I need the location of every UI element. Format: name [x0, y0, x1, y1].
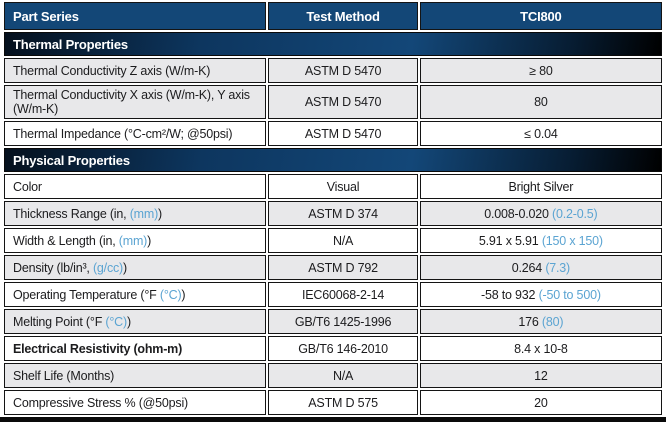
property-cell: Compressive Stress % (@50psi) [4, 390, 267, 415]
col-header-product: TCI800 [419, 2, 662, 30]
method-cell: ASTM D 575 [268, 390, 418, 415]
property-cell: Shelf Life (Months) [4, 363, 267, 388]
method-cell: N/A [268, 363, 418, 388]
table-row: Compressive Stress % (@50psi) ASTM D 575… [4, 390, 662, 415]
value-cell: -58 to 932 (-50 to 500) [419, 282, 662, 307]
value-cell: 176 (80) [419, 309, 662, 334]
method-cell: ASTM D 5470 [268, 58, 418, 83]
table-row: Thermal Conductivity X axis (W/m-K), Y a… [4, 85, 662, 119]
table-row: Color Visual Bright Silver [4, 174, 662, 199]
property-cell: Density (lb/in³, (g/cc)) [4, 255, 267, 280]
col-header-part-series: Part Series [4, 2, 267, 30]
bottom-divider-bar [0, 417, 666, 422]
col-header-test-method: Test Method [268, 2, 418, 30]
table-row: Thermal Impedance (°C-cm²/W; @50psi) AST… [4, 121, 662, 146]
table-row: Width & Length (in, (mm)) N/A 5.91 x 5.9… [4, 228, 662, 253]
property-table: Part Series Test Method TCI800 Thermal P… [2, 0, 664, 417]
method-cell: GB/T6 146-2010 [268, 336, 418, 361]
value-cell: 0.008-0.020 (0.2-0.5) [419, 201, 662, 226]
property-cell: Width & Length (in, (mm)) [4, 228, 267, 253]
section-header-physical: Physical Properties [4, 148, 662, 172]
value-cell: 80 [419, 85, 662, 119]
table-row: Thermal Conductivity Z axis (W/m-K) ASTM… [4, 58, 662, 83]
property-cell: Thickness Range (in, (mm)) [4, 201, 267, 226]
value-cell: 5.91 x 5.91 (150 x 150) [419, 228, 662, 253]
value-cell: Bright Silver [419, 174, 662, 199]
value-cell: 12 [419, 363, 662, 388]
method-cell: ASTM D 5470 [268, 85, 418, 119]
method-cell: ASTM D 5470 [268, 121, 418, 146]
value-cell: 20 [419, 390, 662, 415]
method-cell: Visual [268, 174, 418, 199]
method-cell: IEC60068-2-14 [268, 282, 418, 307]
property-cell: Electrical Resistivity (ohm-m) [4, 336, 267, 361]
method-cell: ASTM D 374 [268, 201, 418, 226]
value-cell: ≥ 80 [419, 58, 662, 83]
value-cell: 0.264 (7.3) [419, 255, 662, 280]
method-cell: ASTM D 792 [268, 255, 418, 280]
property-cell: Color [4, 174, 267, 199]
value-cell: 8.4 x 10-8 [419, 336, 662, 361]
table-row: Operating Temperature (°F (°C)) IEC60068… [4, 282, 662, 307]
value-cell: ≤ 0.04 [419, 121, 662, 146]
table-row: Shelf Life (Months) N/A 12 [4, 363, 662, 388]
section-header-thermal: Thermal Properties [4, 32, 662, 56]
section-title: Physical Properties [4, 148, 662, 172]
method-cell: GB/T6 1425-1996 [268, 309, 418, 334]
table-header-row: Part Series Test Method TCI800 [4, 2, 662, 30]
table-row: Thickness Range (in, (mm)) ASTM D 374 0.… [4, 201, 662, 226]
table-row: Density (lb/in³, (g/cc)) ASTM D 792 0.26… [4, 255, 662, 280]
table-row: Melting Point (°F (°C)) GB/T6 1425-1996 … [4, 309, 662, 334]
property-cell: Thermal Conductivity Z axis (W/m-K) [4, 58, 267, 83]
method-cell: N/A [268, 228, 418, 253]
property-cell: Thermal Impedance (°C-cm²/W; @50psi) [4, 121, 267, 146]
property-cell: Operating Temperature (°F (°C)) [4, 282, 267, 307]
property-cell: Melting Point (°F (°C)) [4, 309, 267, 334]
section-title: Thermal Properties [4, 32, 662, 56]
table-row: Electrical Resistivity (ohm-m) GB/T6 146… [4, 336, 662, 361]
property-cell: Thermal Conductivity X axis (W/m-K), Y a… [4, 85, 267, 119]
